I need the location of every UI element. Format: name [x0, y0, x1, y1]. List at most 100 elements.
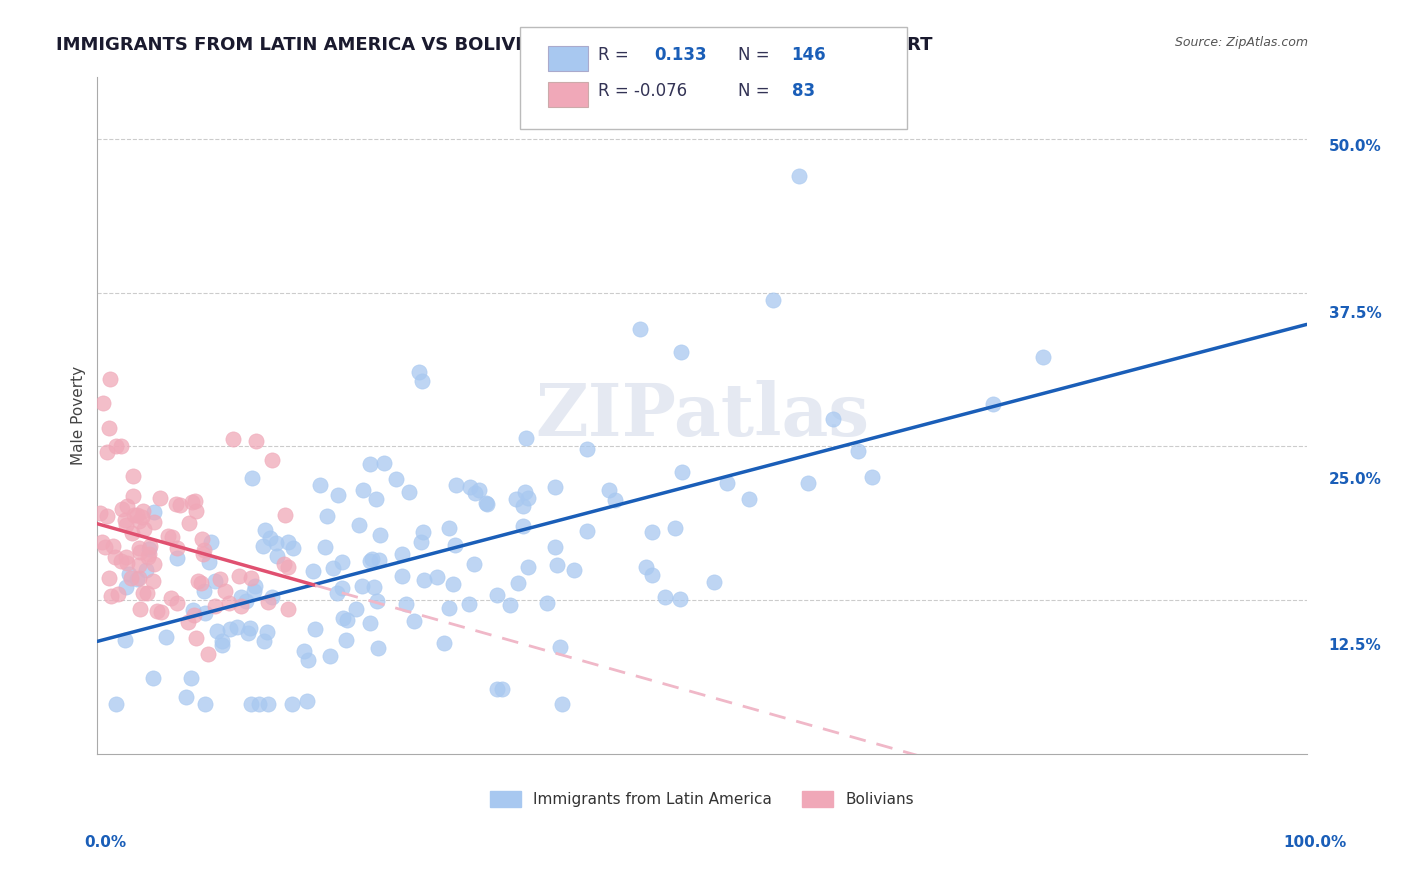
Point	[142, 558, 165, 572]
Text: Source: ZipAtlas.com: Source: ZipAtlas.com	[1174, 36, 1308, 49]
Point	[128, 544, 150, 558]
Point	[204, 574, 226, 588]
Point	[136, 549, 159, 564]
Point	[273, 557, 295, 571]
Point	[129, 602, 152, 616]
Point	[314, 541, 336, 555]
Point	[176, 615, 198, 629]
Point	[413, 573, 436, 587]
Point	[359, 457, 381, 471]
Point	[243, 583, 266, 598]
Point	[135, 563, 157, 577]
Point	[391, 569, 413, 583]
Point	[228, 569, 250, 583]
Point	[408, 365, 430, 379]
Point	[190, 576, 212, 591]
Point	[131, 509, 153, 524]
Point	[281, 698, 304, 712]
Point	[132, 504, 155, 518]
Point	[226, 620, 249, 634]
Point	[149, 491, 172, 506]
Point	[463, 557, 485, 571]
Point	[143, 505, 166, 519]
Point	[546, 558, 568, 573]
Point	[115, 556, 138, 570]
Point	[111, 501, 134, 516]
Point	[641, 567, 664, 582]
Point	[194, 698, 217, 712]
Point	[302, 564, 325, 578]
Point	[239, 621, 262, 635]
Point	[1032, 351, 1054, 365]
Point	[797, 475, 820, 490]
Point	[122, 508, 145, 523]
Point	[325, 586, 347, 600]
Point	[409, 534, 432, 549]
Point	[114, 580, 136, 594]
Point	[575, 524, 598, 538]
Point	[441, 577, 464, 591]
Point	[142, 671, 165, 685]
Point	[127, 572, 149, 586]
Point	[221, 432, 243, 446]
Point	[576, 442, 599, 457]
Point	[235, 593, 257, 607]
Text: R = -0.076: R = -0.076	[598, 82, 686, 100]
Point	[443, 538, 465, 552]
Point	[128, 571, 150, 585]
Point	[105, 439, 128, 453]
Point	[464, 486, 486, 500]
Point	[433, 636, 456, 650]
Point	[367, 553, 389, 567]
Point	[330, 581, 353, 595]
Point	[308, 478, 330, 492]
Point	[107, 587, 129, 601]
Point	[142, 574, 165, 588]
Point	[193, 547, 215, 561]
Point	[315, 508, 337, 523]
Point	[166, 541, 188, 555]
Point	[169, 498, 191, 512]
Point	[132, 586, 155, 600]
Point	[344, 601, 367, 615]
Point	[823, 411, 845, 425]
Point	[266, 549, 288, 564]
Point	[304, 623, 326, 637]
Point	[439, 600, 461, 615]
Point	[187, 574, 209, 589]
Point	[391, 547, 413, 561]
Point	[664, 521, 686, 535]
Point	[477, 497, 499, 511]
Point	[363, 580, 385, 594]
Point	[404, 614, 426, 628]
Point	[359, 554, 381, 568]
Point	[184, 632, 207, 646]
Point	[506, 575, 529, 590]
Point	[274, 508, 297, 522]
Point	[211, 633, 233, 648]
Text: IMMIGRANTS FROM LATIN AMERICA VS BOLIVIAN MALE POVERTY CORRELATION CHART: IMMIGRANTS FROM LATIN AMERICA VS BOLIVIA…	[56, 36, 932, 54]
Point	[165, 497, 187, 511]
Point	[89, 506, 111, 520]
Point	[177, 516, 200, 530]
Point	[229, 590, 252, 604]
Point	[218, 595, 240, 609]
Point	[93, 396, 115, 410]
Point	[485, 588, 508, 602]
Point	[332, 611, 354, 625]
Point	[104, 698, 127, 712]
Point	[292, 644, 315, 658]
Point	[166, 596, 188, 610]
Point	[548, 640, 571, 654]
Point	[155, 630, 177, 644]
Point	[283, 541, 305, 556]
Point	[245, 434, 267, 448]
Point	[762, 293, 785, 308]
Point	[256, 624, 278, 639]
Point	[544, 480, 567, 494]
Point	[562, 563, 585, 577]
Point	[100, 589, 122, 603]
Point	[738, 492, 761, 507]
Point	[115, 499, 138, 513]
Point	[176, 690, 198, 705]
